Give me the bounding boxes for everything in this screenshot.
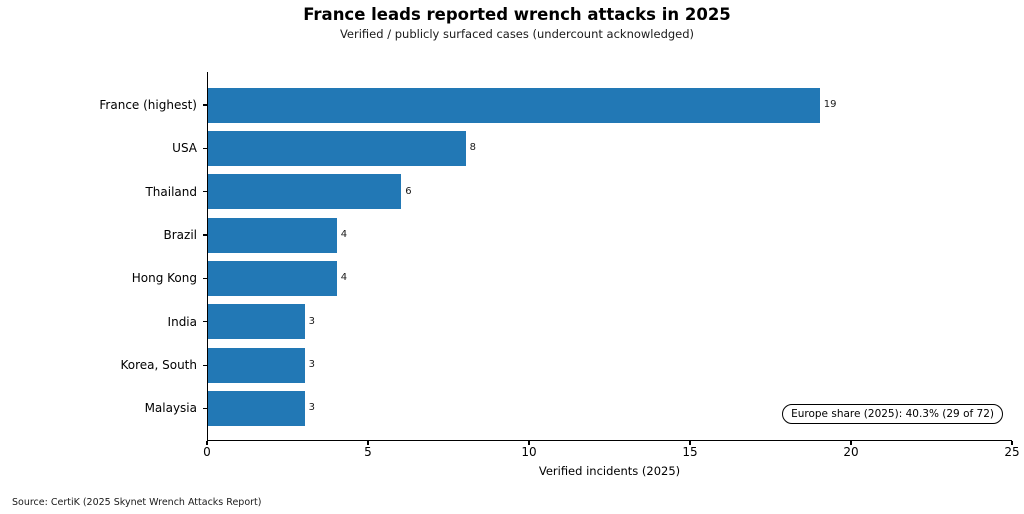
x-tick-mark <box>367 441 369 445</box>
y-tick-mark <box>203 104 207 106</box>
x-tick-mark <box>206 441 208 445</box>
y-tick-mark <box>203 191 207 193</box>
x-tick-mark <box>689 441 691 445</box>
y-tick-label: France (highest) <box>99 98 197 112</box>
x-tick-mark <box>850 441 852 445</box>
bar-thailand <box>208 174 402 210</box>
source-note: Source: CertiK (2025 Skynet Wrench Attac… <box>12 497 262 508</box>
bar-usa <box>208 130 466 166</box>
y-tick-mark <box>203 277 207 279</box>
bar-brazil <box>208 217 337 253</box>
x-tick-label: 20 <box>843 445 859 459</box>
x-axis-label: Verified incidents (2025) <box>538 464 681 478</box>
bar-hong-kong <box>208 260 337 296</box>
bar-value-label: 3 <box>308 402 315 414</box>
x-tick-mark <box>528 441 530 445</box>
y-tick-label: Thailand <box>145 184 197 199</box>
x-tick-mark <box>1011 441 1013 445</box>
annotation-box: Europe share (2025): 40.3% (29 of 72) <box>782 404 1003 424</box>
x-tick-label: 25 <box>1004 445 1020 459</box>
bar-value-label: 3 <box>308 315 315 327</box>
bar-india <box>208 304 305 340</box>
bar-value-label: 4 <box>340 272 348 284</box>
bar-value-label: 4 <box>340 229 348 241</box>
y-tick-mark <box>203 147 207 149</box>
bar-value-label: 6 <box>405 185 412 197</box>
x-tick-label: 15 <box>682 445 698 459</box>
y-tick-mark <box>203 407 207 410</box>
x-tick-label: 5 <box>364 445 372 459</box>
bar-malaysia <box>208 390 305 426</box>
bar-value-label: 3 <box>308 359 315 371</box>
y-tick-mark <box>203 321 207 323</box>
y-tick-mark <box>203 364 207 366</box>
bar-value-label: 19 <box>823 99 837 110</box>
x-tick-label: 10 <box>521 445 537 459</box>
x-tick-label: 0 <box>203 445 211 459</box>
y-tick-label: Hong Kong <box>131 271 197 286</box>
y-tick-label: India <box>167 314 197 329</box>
y-tick-label: Korea, South <box>120 358 197 373</box>
y-tick-label: Brazil <box>163 228 198 243</box>
bar-france-highest <box>208 87 820 123</box>
y-tick-label: Malaysia <box>144 401 197 416</box>
chart-title: France leads reported wrench attacks in … <box>303 5 731 24</box>
plot-area <box>207 72 1012 441</box>
y-tick-label: USA <box>172 141 197 156</box>
y-tick-mark <box>203 234 207 236</box>
bar-value-label: 8 <box>469 142 476 154</box>
chart-subtitle: Verified / publicly surfaced cases (unde… <box>339 27 695 41</box>
bar-korea-south <box>208 347 305 383</box>
